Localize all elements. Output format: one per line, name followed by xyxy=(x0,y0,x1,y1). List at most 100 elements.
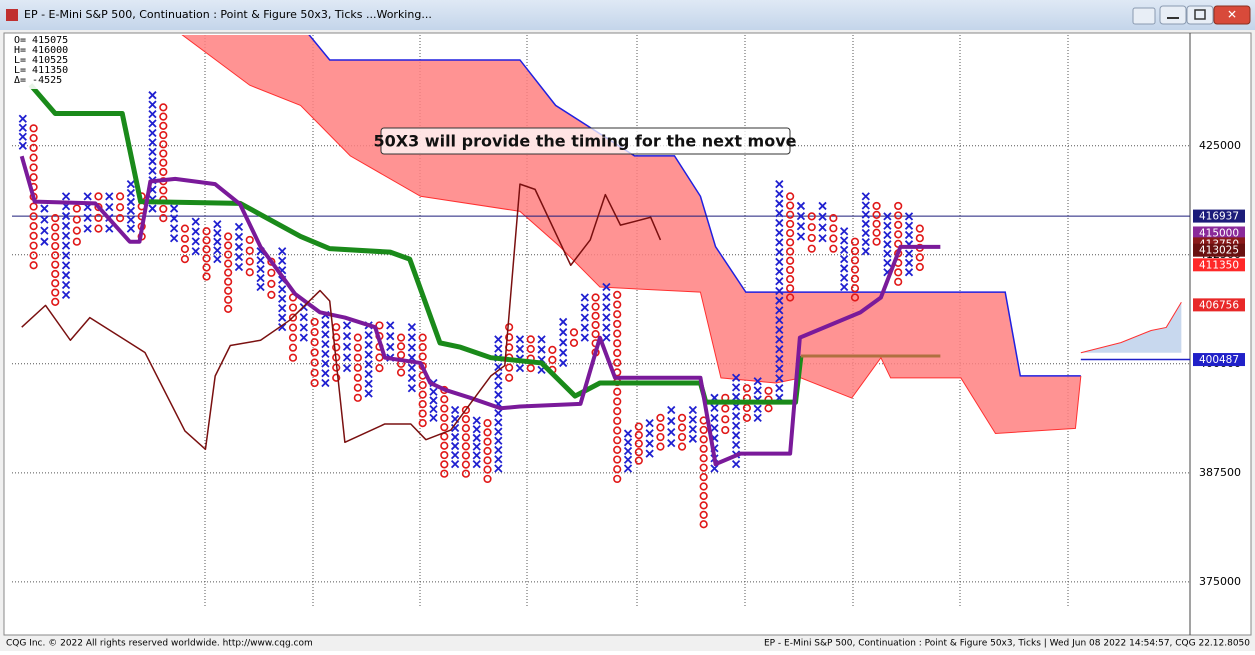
x-box xyxy=(450,432,460,442)
o-box xyxy=(418,352,427,361)
x-box xyxy=(731,383,741,392)
x-column xyxy=(818,201,827,243)
o-box xyxy=(764,404,773,413)
o-box xyxy=(677,423,687,432)
o-box xyxy=(526,335,535,344)
x-box xyxy=(775,325,784,334)
x-box xyxy=(623,429,633,438)
o-box xyxy=(332,373,341,382)
o-column xyxy=(613,290,622,484)
o-box xyxy=(51,279,60,288)
o-box xyxy=(505,333,514,342)
o-box xyxy=(310,358,319,367)
x-box xyxy=(494,335,503,344)
o-box xyxy=(353,343,362,352)
x-box xyxy=(213,237,222,246)
o-box xyxy=(699,520,708,529)
x-box xyxy=(775,189,784,198)
x-box xyxy=(861,201,870,210)
pin-button[interactable] xyxy=(1132,7,1156,25)
x-box xyxy=(731,421,741,430)
x-box xyxy=(818,223,827,232)
o-box xyxy=(159,112,168,121)
o-box xyxy=(872,210,881,219)
o-box xyxy=(699,510,708,519)
x-box xyxy=(61,290,71,300)
x-box xyxy=(559,358,568,368)
annotation: 50X3 will provide the timing for the nex… xyxy=(374,127,797,155)
x-box xyxy=(342,321,352,330)
x-box xyxy=(472,451,481,460)
x-box xyxy=(256,273,265,283)
x-box xyxy=(83,224,92,233)
o-box xyxy=(288,303,298,312)
o-box xyxy=(634,430,643,440)
footer-left: CQG Inc. © 2022 All rights reserved worl… xyxy=(6,639,313,649)
o-box xyxy=(288,313,298,322)
o-box xyxy=(872,201,881,211)
o-box xyxy=(288,333,298,342)
o-box xyxy=(310,328,319,337)
o-column xyxy=(180,224,190,264)
o-box xyxy=(613,436,622,445)
o-box xyxy=(461,451,471,460)
o-box xyxy=(461,433,471,442)
close-button[interactable] xyxy=(1213,5,1251,25)
o-box xyxy=(224,277,233,286)
o-box xyxy=(807,233,816,243)
o-column xyxy=(569,328,579,347)
o-box xyxy=(115,203,125,212)
o-box xyxy=(807,212,816,221)
o-column xyxy=(829,214,838,253)
x-box xyxy=(61,231,71,240)
x-box xyxy=(213,246,222,255)
o-box xyxy=(202,227,211,236)
o-box xyxy=(29,241,38,250)
o-column xyxy=(786,192,795,302)
minimize-button[interactable] xyxy=(1159,5,1187,25)
x-box xyxy=(105,224,114,233)
o-box xyxy=(850,274,860,284)
x-box xyxy=(775,315,784,325)
x-box xyxy=(429,405,438,414)
x-box xyxy=(775,199,784,208)
o-box xyxy=(159,121,168,130)
x-box xyxy=(861,237,870,247)
x-box xyxy=(731,459,741,469)
o-box xyxy=(613,310,622,319)
o-box xyxy=(29,212,38,221)
app-icon xyxy=(6,9,18,21)
o-box xyxy=(375,364,384,373)
x-box xyxy=(148,147,157,157)
o-box xyxy=(526,344,535,354)
x-box xyxy=(169,204,179,213)
o-box xyxy=(332,343,341,352)
o-box xyxy=(440,469,449,478)
x-box xyxy=(623,446,633,456)
x-box xyxy=(364,340,373,349)
x-column xyxy=(559,317,568,368)
x-box xyxy=(191,217,200,226)
o-box xyxy=(224,268,233,277)
x-box xyxy=(429,396,438,405)
x-box xyxy=(710,413,719,423)
o-box xyxy=(310,368,319,377)
o-box xyxy=(569,328,579,337)
x-box xyxy=(645,429,654,438)
x-box xyxy=(688,405,697,415)
x-box xyxy=(840,264,849,273)
footer-right: EP - E-Mini S&P 500, Continuation : Poin… xyxy=(764,639,1250,649)
x-box xyxy=(904,268,914,277)
future-line xyxy=(1080,301,1182,354)
x-box xyxy=(321,369,330,378)
x-box xyxy=(775,218,784,228)
o-box xyxy=(461,405,471,415)
x-box xyxy=(234,222,244,232)
x-box xyxy=(602,282,611,292)
o-box xyxy=(51,288,60,297)
window-title: EP - E-Mini S&P 500, Continuation : Poin… xyxy=(24,8,432,21)
price-tag xyxy=(1193,226,1245,240)
maximize-button[interactable] xyxy=(1186,5,1214,25)
x-box xyxy=(861,219,870,228)
